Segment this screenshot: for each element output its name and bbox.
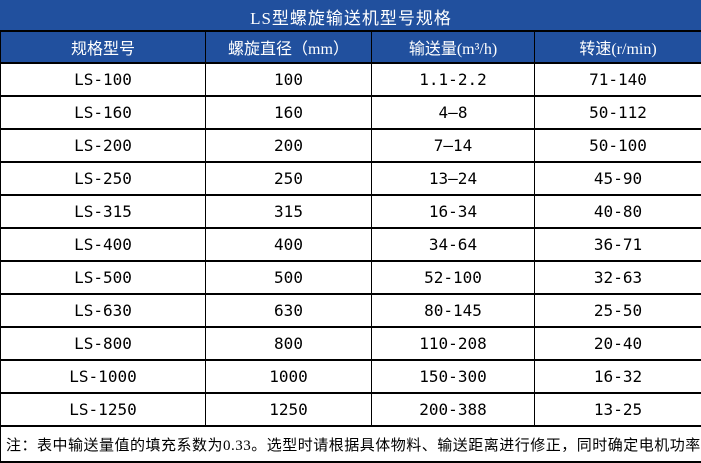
table-cell: LS-160 — [0, 95, 206, 130]
table-row: LS-800 800 110-208 20-40 — [0, 326, 701, 361]
table-cell: 1.1-2.2 — [371, 62, 535, 97]
table-cell: 400 — [205, 227, 372, 262]
table-cell: 25-50 — [533, 293, 701, 328]
table-cell: LS-315 — [0, 194, 206, 229]
table-cell: 7—14 — [371, 128, 535, 163]
column-header-capacity: 输送量(m³/h) — [371, 30, 535, 64]
table-cell: 16-34 — [371, 194, 535, 229]
table-cell: 36-71 — [533, 227, 701, 262]
table-cell: 4—8 — [371, 95, 535, 130]
table-cell: 200 — [205, 128, 372, 163]
table-cell: LS-250 — [0, 161, 206, 196]
table-cell: LS-800 — [0, 326, 206, 361]
table-cell: 1000 — [205, 359, 372, 394]
table-row: LS-500 500 52-100 32-63 — [0, 260, 701, 295]
table-cell: LS-200 — [0, 128, 206, 163]
table-cell: LS-1000 — [0, 359, 206, 394]
table-cell: 160 — [205, 95, 372, 130]
table-title-row: LS型螺旋输送机型号规格 — [0, 0, 701, 32]
table-cell: LS-500 — [0, 260, 206, 295]
table-row: LS-400 400 34-64 36-71 — [0, 227, 701, 262]
table-cell: 150-300 — [371, 359, 535, 394]
spec-table-body: LS-100 100 1.1-2.2 71-140 LS-160 160 4—8 50-112… — [0, 62, 701, 427]
table-row: LS-1000 1000 150-300 16-32 — [0, 359, 701, 394]
table-cell: 110-208 — [371, 326, 535, 361]
table-cell: 500 — [205, 260, 372, 295]
column-header-diameter: 螺旋直径（mm） — [205, 30, 372, 64]
table-cell: 16-32 — [533, 359, 701, 394]
table-cell: 80-145 — [371, 293, 535, 328]
table-cell: LS-400 — [0, 227, 206, 262]
table-cell: 20-40 — [533, 326, 701, 361]
table-cell: 13—24 — [371, 161, 535, 196]
table-cell: LS-1250 — [0, 392, 206, 427]
table-cell: 200-388 — [371, 392, 535, 427]
table-cell: 45-90 — [533, 161, 701, 196]
table-cell: 50-112 — [533, 95, 701, 130]
table-header-row: 规格型号 螺旋直径（mm） 输送量(m³/h) 转速(r/min) — [0, 30, 701, 64]
table-cell: 13-25 — [533, 392, 701, 427]
table-cell: LS-630 — [0, 293, 206, 328]
table-row: LS-200 200 7—14 50-100 — [0, 128, 701, 163]
table-row: LS-1250 1250 200-388 13-25 — [0, 392, 701, 427]
column-header-model: 规格型号 — [0, 30, 206, 64]
table-cell: 630 — [205, 293, 372, 328]
spec-table-head: LS型螺旋输送机型号规格 规格型号 螺旋直径（mm） 输送量(m³/h) 转速(… — [0, 0, 701, 64]
table-cell: 52-100 — [371, 260, 535, 295]
table-cell: 34-64 — [371, 227, 535, 262]
table-row: LS-160 160 4—8 50-112 — [0, 95, 701, 130]
table-cell: 32-63 — [533, 260, 701, 295]
table-row: LS-315 315 16-34 40-80 — [0, 194, 701, 229]
table-cell: 100 — [205, 62, 372, 97]
table-row: LS-100 100 1.1-2.2 71-140 — [0, 62, 701, 97]
table-cell: 250 — [205, 161, 372, 196]
table-cell: 40-80 — [533, 194, 701, 229]
column-header-speed: 转速(r/min) — [533, 30, 701, 64]
table-note-row: 注：表中输送量值的填充系数为0.33。选型时请根据具体物料、输送距离进行修正，同… — [0, 425, 701, 463]
table-cell: 71-140 — [533, 62, 701, 97]
table-row: LS-630 630 80-145 25-50 — [0, 293, 701, 328]
table-note: 注：表中输送量值的填充系数为0.33。选型时请根据具体物料、输送距离进行修正，同… — [0, 425, 701, 463]
table-cell: 800 — [205, 326, 372, 361]
table-cell: 1250 — [205, 392, 372, 427]
table-title: LS型螺旋输送机型号规格 — [0, 0, 701, 32]
spec-table-foot: 注：表中输送量值的填充系数为0.33。选型时请根据具体物料、输送距离进行修正，同… — [0, 425, 701, 463]
table-cell: 50-100 — [533, 128, 701, 163]
table-cell: LS-100 — [0, 62, 206, 97]
table-row: LS-250 250 13—24 45-90 — [0, 161, 701, 196]
table-cell: 315 — [205, 194, 372, 229]
